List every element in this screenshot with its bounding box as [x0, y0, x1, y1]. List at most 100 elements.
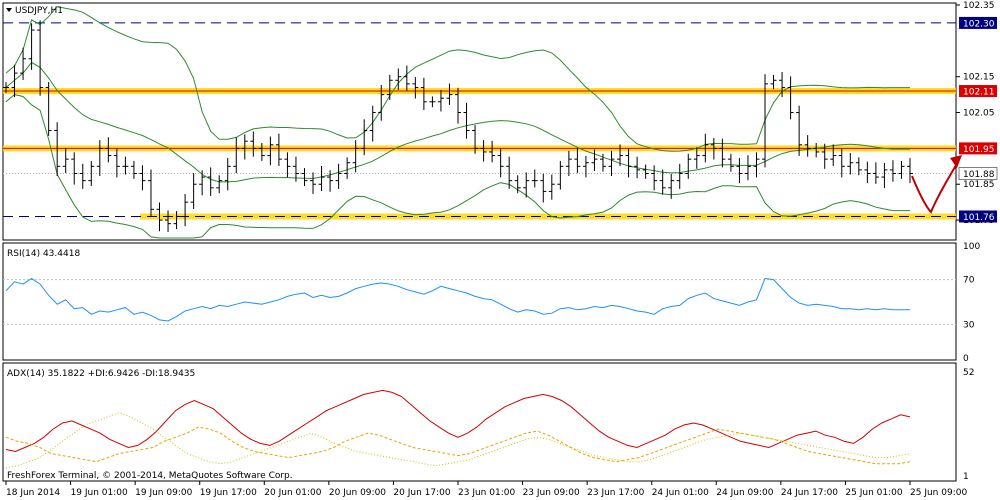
price-tag: 101.76	[959, 210, 997, 223]
minus-di-line	[5, 412, 911, 469]
candle	[190, 173, 197, 209]
price-tag-box	[959, 210, 997, 223]
price-tag-box	[959, 85, 997, 98]
candle	[787, 76, 794, 120]
candle	[591, 149, 598, 171]
candle	[582, 155, 589, 178]
candle	[762, 74, 769, 168]
price-tag-label: 102.11	[963, 88, 995, 98]
forecast-arrow-icon	[911, 155, 962, 214]
bollinger-bands	[5, 6, 910, 239]
candle	[753, 152, 760, 178]
candle	[147, 169, 154, 217]
candle	[352, 140, 359, 173]
price-tag-box	[958, 167, 998, 180]
price-tick-label: 102.05	[963, 109, 995, 119]
candle	[540, 173, 547, 203]
candle	[45, 82, 52, 136]
adx-tick-label: 1	[963, 472, 969, 482]
price-tick-label: 101.85	[963, 180, 995, 190]
bollinger-upper	[5, 6, 910, 152]
candle	[79, 163, 86, 189]
price-tag: 101.95	[959, 142, 997, 155]
candle	[71, 152, 78, 185]
candle	[889, 160, 896, 182]
candle	[446, 83, 453, 106]
candle	[523, 172, 530, 198]
rsi-panel	[2, 242, 957, 361]
candle	[685, 153, 692, 179]
candle	[318, 165, 325, 192]
time-scale: 18 Jun 2014 19 Jun 01:00 19 Jun 09:00 19 Ju…	[5, 481, 967, 498]
candle	[130, 160, 137, 179]
time-tick-label: 18 Jun 2014	[6, 488, 60, 498]
candle	[250, 131, 257, 157]
candle	[599, 153, 606, 172]
price-tag-label: 101.95	[963, 145, 995, 155]
candle	[557, 160, 564, 190]
candle	[514, 175, 521, 194]
candle	[258, 143, 265, 161]
candle	[463, 102, 470, 139]
time-tick-label: 24 Jun 17:00	[781, 488, 838, 498]
candle	[864, 161, 871, 184]
dropdown-arrow-icon	[6, 8, 12, 12]
symbol-title-group: USDJPY,H1	[6, 6, 63, 16]
candles	[3, 20, 913, 232]
time-tick-label: 19 Jun 01:00	[71, 488, 128, 498]
candle	[156, 202, 163, 232]
candle	[412, 77, 419, 99]
price-tick-label: 102.35	[963, 1, 995, 11]
candle	[676, 163, 683, 189]
level-lines	[3, 22, 956, 220]
candle	[267, 136, 274, 166]
candle	[770, 74, 777, 90]
candle	[182, 193, 189, 227]
candle	[455, 87, 461, 124]
candle	[634, 156, 641, 179]
rsi-tick-label: 30	[963, 320, 975, 330]
candle	[744, 155, 751, 181]
price-tag: 101.88	[958, 167, 998, 180]
candle	[668, 173, 675, 199]
time-tick-label: 23 Jun 17:00	[587, 488, 644, 498]
adx-scale: 52 1	[963, 368, 974, 482]
time-tick-label: 25 Jun 01:00	[845, 488, 902, 498]
candle	[574, 148, 581, 174]
candle	[122, 156, 129, 175]
candle	[378, 84, 385, 121]
adx-series	[5, 389, 911, 469]
rsi-line	[5, 277, 910, 322]
candle	[736, 158, 743, 184]
candle	[28, 23, 35, 70]
candle	[275, 133, 282, 166]
candle	[702, 133, 709, 163]
candle	[429, 96, 436, 108]
candle	[898, 160, 905, 179]
price-tag-box	[959, 16, 997, 29]
candle	[224, 158, 231, 191]
price-tick-label: 102.15	[963, 73, 995, 83]
candle	[693, 147, 700, 169]
rsi-tick-label: 70	[963, 276, 975, 286]
adx-panel	[2, 362, 957, 482]
candle	[625, 148, 632, 178]
candle	[881, 163, 888, 189]
price-panel	[2, 2, 957, 241]
candle	[506, 156, 513, 189]
rsi-label: RSI(14) 43.4418	[7, 249, 80, 259]
candle	[907, 158, 913, 184]
candle	[719, 138, 726, 168]
candle	[54, 122, 61, 176]
candle	[796, 105, 803, 156]
candle	[96, 140, 103, 176]
rsi-scale: 100 70 30 0	[963, 242, 980, 364]
candle	[651, 165, 658, 191]
candle	[489, 140, 496, 163]
candle	[838, 148, 845, 178]
time-tick-label: 20 Jun 09:00	[329, 488, 386, 498]
candle	[548, 174, 555, 200]
candle	[779, 72, 786, 98]
